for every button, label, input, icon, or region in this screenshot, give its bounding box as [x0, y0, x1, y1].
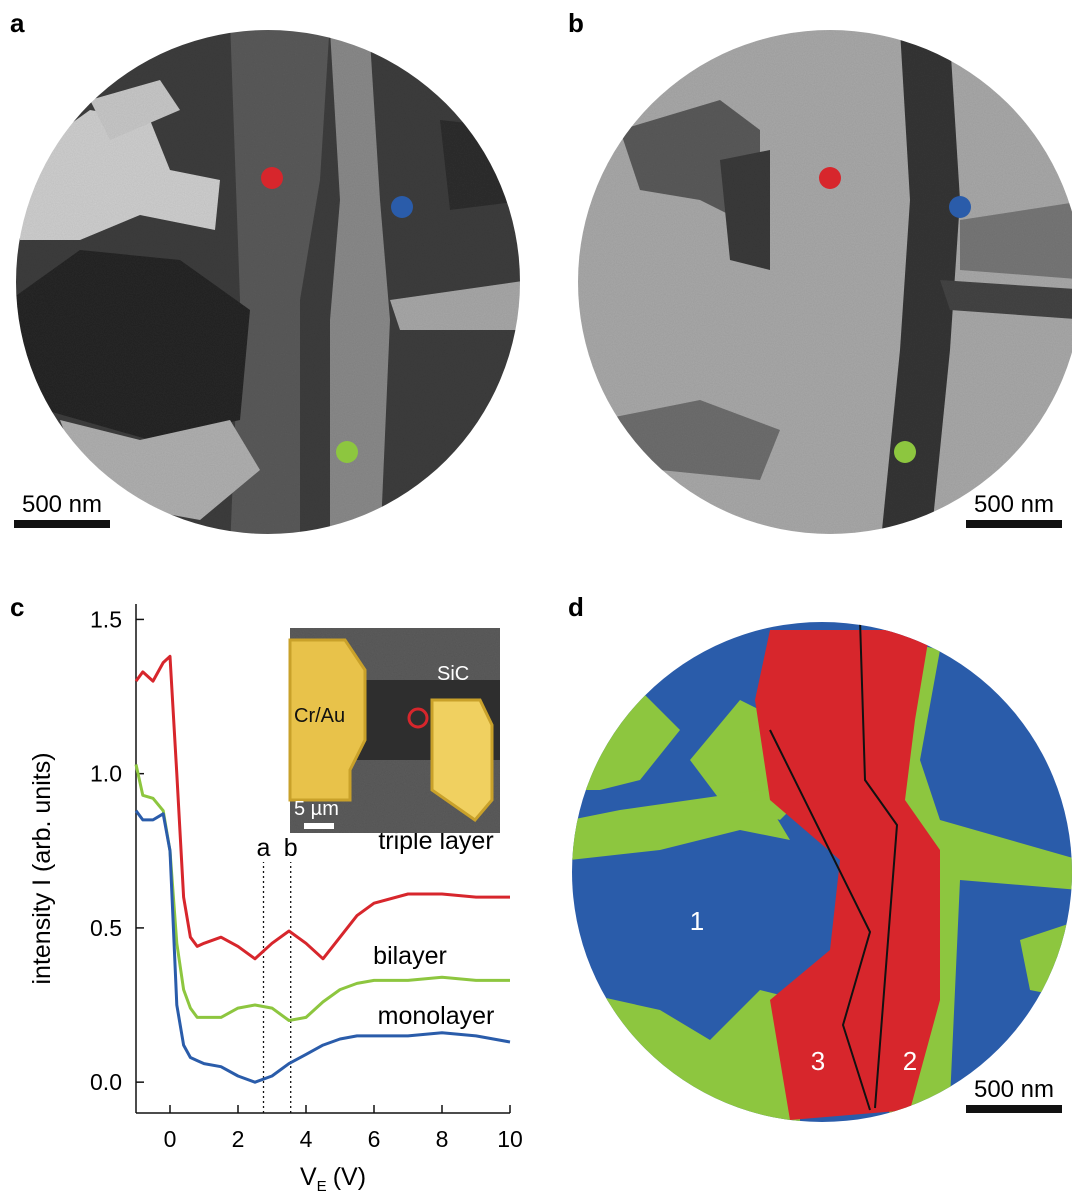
inset-label: 5 µm — [294, 798, 339, 820]
inset-label: SiC — [437, 663, 469, 685]
probe-point — [949, 196, 971, 218]
x-tick-label: 6 — [368, 1126, 381, 1152]
probe-point — [336, 441, 358, 463]
series-label: monolayer — [378, 1002, 495, 1030]
scale-label: 500 nm — [22, 491, 102, 518]
scale-bar — [14, 520, 110, 528]
series-label: bilayer — [373, 942, 447, 970]
leem-image-b — [570, 20, 1072, 550]
inset-label: Cr/Au — [294, 705, 345, 727]
x-axis-unit: (V) — [333, 1163, 366, 1191]
y-tick-label: 0.0 — [90, 1069, 122, 1095]
y-tick-label: 0.5 — [90, 915, 122, 941]
x-tick-label: 4 — [300, 1126, 313, 1152]
region-label: 3 — [811, 1046, 825, 1076]
probe-point — [894, 441, 916, 463]
x-axis-symbol: V — [300, 1163, 317, 1191]
figure: a 500 nm b 500 nm c 0.0 0.5 1.0 1.5 0 2 4 6 8 10 i… — [0, 0, 1072, 1199]
region-label: 1 — [690, 906, 704, 936]
inset: SiC Cr/Au 5 µm — [290, 628, 500, 833]
scale-label: 500 nm — [974, 491, 1054, 518]
x-tick-label: 8 — [436, 1126, 449, 1152]
panel-label: b — [568, 8, 584, 38]
region-label: 2 — [903, 1046, 917, 1076]
scale-bar — [966, 1105, 1062, 1113]
probe-point — [819, 167, 841, 189]
y-tick-label: 1.0 — [90, 761, 122, 787]
leem-image-a — [10, 20, 530, 550]
marker-label: b — [284, 834, 298, 862]
probe-point — [261, 167, 283, 189]
scale-bar — [966, 520, 1062, 528]
probe-point — [391, 196, 413, 218]
y-axis-label: intensity I (arb. units) — [28, 752, 56, 984]
x-axis-label: VE (V) — [300, 1163, 366, 1195]
y-tick-label: 1.5 — [90, 606, 122, 632]
x-tick-label: 0 — [164, 1126, 177, 1152]
x-tick-label: 2 — [232, 1126, 245, 1152]
x-tick-label: 10 — [497, 1126, 523, 1152]
panel-label: c — [10, 592, 24, 622]
panel-label: d — [568, 592, 584, 622]
scale-label: 500 nm — [974, 1076, 1054, 1103]
marker-label: a — [257, 834, 271, 862]
x-axis-subscript: E — [317, 1178, 327, 1195]
panel-label: a — [10, 8, 25, 38]
